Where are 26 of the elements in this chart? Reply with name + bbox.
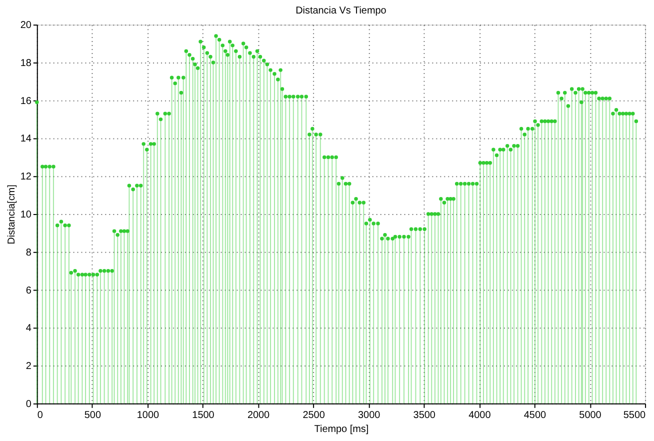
- x-tick-label: 5000: [579, 410, 602, 421]
- y-tick-label: 14: [20, 134, 32, 145]
- y-axis-title: Distancia[cm]: [6, 184, 18, 244]
- x-tick-label: 500: [84, 410, 102, 421]
- y-tick-label: 4: [26, 323, 32, 334]
- x-tick-label: 0: [37, 410, 44, 421]
- x-tick-label: 2000: [247, 410, 270, 421]
- x-tick-label: 4000: [468, 410, 492, 421]
- x-tick-label: 1500: [192, 410, 215, 421]
- x-tick-label: 3500: [413, 410, 436, 421]
- x-tick-label: 5500: [623, 410, 646, 421]
- y-tick-label: 10: [20, 210, 32, 221]
- x-tick-label: 2500: [302, 410, 326, 421]
- y-tick-label: 18: [20, 58, 32, 69]
- y-tick-label: 16: [20, 96, 32, 107]
- x-tick-label: 1000: [136, 410, 160, 421]
- x-tick-label: 3000: [358, 410, 381, 421]
- x-axis-title: Tiempo [ms]: [314, 424, 369, 435]
- y-tick-label: 20: [20, 20, 32, 32]
- y-tick-label: 0: [26, 398, 32, 410]
- y-tick-label: 2: [26, 361, 32, 372]
- x-tick-label: 4500: [524, 410, 546, 421]
- y-tick-label: 8: [26, 247, 32, 258]
- y-tick-label: 6: [26, 285, 32, 296]
- chart-title: Distancia Vs Tiempo: [296, 6, 387, 17]
- y-tick-label: 12: [20, 172, 32, 183]
